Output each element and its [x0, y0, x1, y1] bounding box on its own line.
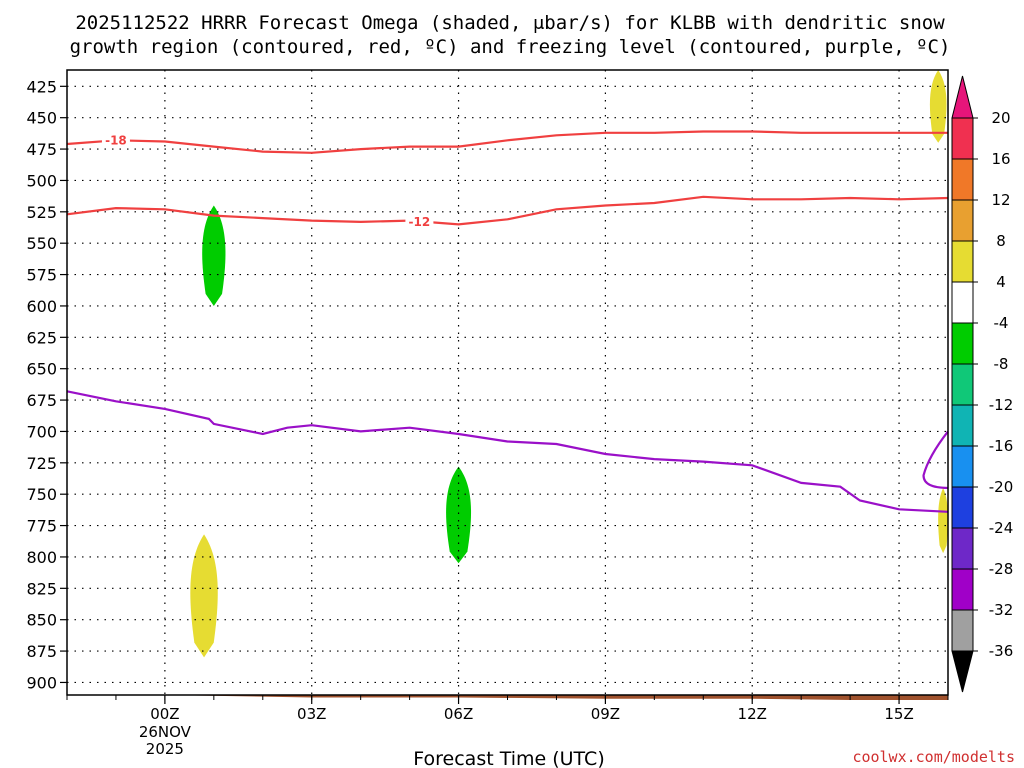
colorbar-label: -12 [989, 396, 1014, 414]
colorbar-swatch [951, 363, 974, 406]
isotherm-label-bg [405, 213, 434, 229]
colorbar-label: -36 [989, 642, 1014, 660]
y-axis: 425 450 475 500 525 550 575 600 625 650 675 700 725 7… [26, 77, 67, 692]
colorbar-label: -16 [989, 437, 1014, 455]
y-tick-label: 525 [26, 203, 57, 222]
x-tick-label: 06Z [444, 705, 473, 723]
colorbar-swatch [951, 117, 974, 160]
x-tick-label: 00Z [150, 705, 179, 723]
colorbar-swatch [951, 199, 974, 242]
colorbar-swatch [951, 158, 974, 201]
colorbar-label: -4 [994, 314, 1009, 332]
isotherm-label-bg [101, 132, 130, 148]
colorbar-label: -24 [989, 519, 1014, 537]
y-tick-label: 675 [26, 391, 57, 410]
colorbar-bottom-arrow [951, 650, 974, 693]
y-tick-label: 500 [26, 171, 57, 190]
colorbar-label: 8 [996, 232, 1006, 250]
x-tick-label: 03Z [297, 705, 326, 723]
colorbar-swatch [951, 404, 974, 447]
colorbar-label: 12 [991, 191, 1010, 209]
colorbar-top-arrow [951, 75, 974, 119]
y-tick-label: 475 [26, 140, 57, 159]
isotherm--18 [66, 130, 948, 154]
y-tick-label: 850 [26, 611, 57, 630]
y-tick-label: 750 [26, 485, 57, 504]
x-axis-label: Forecast Time (UTC) [413, 748, 604, 768]
omega-shading-4 [938, 487, 949, 554]
y-tick-label: 875 [26, 642, 57, 661]
isotherm-label: -12 [409, 215, 431, 229]
y-tick-label: 575 [26, 266, 57, 285]
y-tick-label: 600 [26, 297, 57, 316]
y-tick-label: 650 [26, 360, 57, 379]
y-tick-label: 800 [26, 548, 57, 567]
y-tick-label: 900 [26, 673, 57, 692]
isotherm-label: -18 [105, 133, 127, 147]
plot-area: -18 -12 [66, 69, 949, 701]
colorbar-swatch [951, 322, 974, 365]
colorbar-swatch [951, 281, 974, 324]
colorbar-swatch [951, 568, 974, 611]
isotherm--12 [66, 195, 949, 226]
colorbar: 20 16 12 8 4 -4 -8 -12 -16 -20 -24 -28 -32 -36 [951, 75, 1014, 693]
freezing-level-line [66, 390, 949, 513]
chart-title-line2: growth region (contoured, red, ºC) and f… [70, 36, 951, 58]
colorbar-label: 20 [991, 109, 1010, 127]
omega-shading-layer [190, 70, 949, 658]
colorbar-label: 16 [991, 150, 1010, 168]
colorbar-label: -28 [989, 560, 1014, 578]
chart-title-line1: 2025112522 HRRR Forecast Omega (shaded, … [75, 12, 945, 34]
colorbar-swatch [951, 486, 974, 529]
y-tick-label: 825 [26, 579, 57, 598]
omega-shading-0 [202, 205, 226, 306]
y-tick-label: 775 [26, 517, 57, 536]
freezing-level-edge [922, 430, 949, 490]
y-tick-label: 625 [26, 328, 57, 347]
y-tick-label: 450 [26, 109, 57, 128]
x-tick-label: 09Z [591, 705, 620, 723]
y-tick-label: 700 [26, 422, 57, 441]
y-tick-label: 550 [26, 234, 57, 253]
colorbar-swatch [951, 240, 974, 283]
contour-layer: -18 -12 [66, 130, 949, 513]
omega-shading-3 [929, 70, 947, 143]
x-tick-sublabel-year: 2025 [146, 740, 184, 758]
credit-text: coolwx.com/modelts [852, 748, 1015, 766]
colorbar-label: 4 [996, 273, 1006, 291]
colorbar-label: -8 [994, 355, 1009, 373]
omega-shading-2 [190, 534, 218, 658]
colorbar-swatch [951, 609, 974, 652]
x-tick-sublabel-date: 26NOV [139, 723, 192, 741]
y-tick-label: 425 [26, 77, 57, 96]
colorbar-swatch [951, 527, 974, 570]
omega-shading-1 [446, 466, 472, 564]
colorbar-swatch [951, 445, 974, 488]
colorbar-label: -32 [989, 601, 1014, 619]
x-tick-label: 15Z [884, 705, 913, 723]
x-tick-label: 12Z [738, 705, 767, 723]
y-tick-label: 725 [26, 454, 57, 473]
colorbar-label: -20 [989, 478, 1014, 496]
